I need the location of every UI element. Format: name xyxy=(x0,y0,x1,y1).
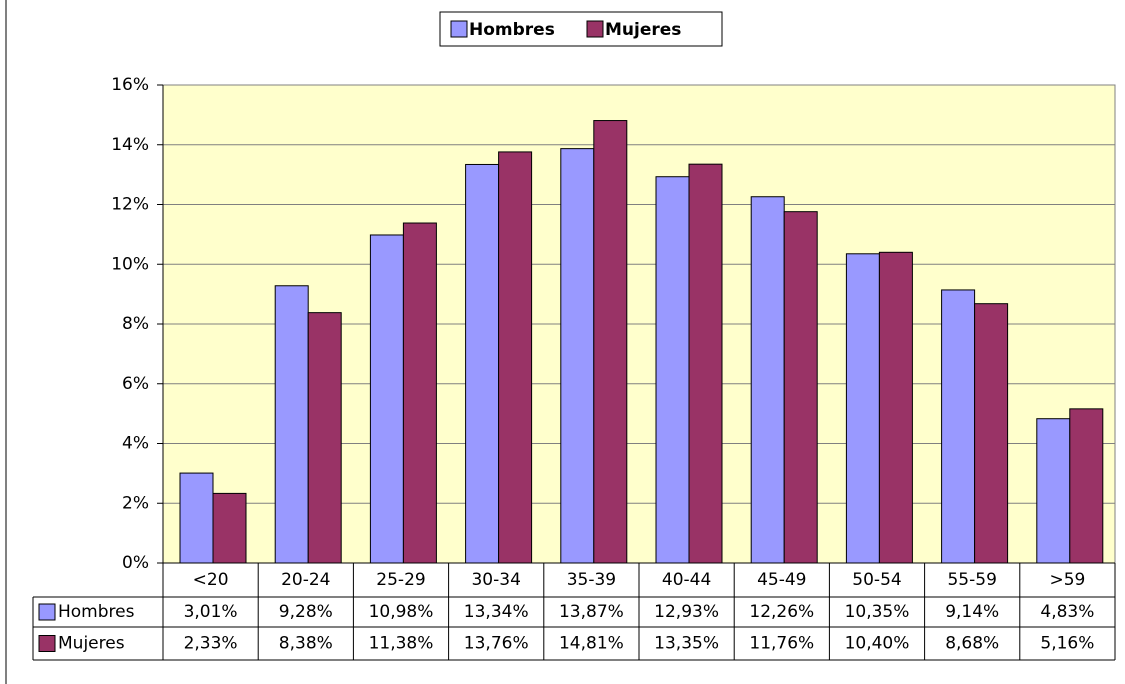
table-value: 8,38% xyxy=(279,634,333,654)
x-tick-label: 55-59 xyxy=(947,570,996,590)
table-value: 10,40% xyxy=(845,634,910,654)
table-value: 10,98% xyxy=(369,602,434,622)
x-tick-label: 50-54 xyxy=(852,570,901,590)
legend-label: Mujeres xyxy=(605,20,681,40)
table-legend-key xyxy=(38,635,56,652)
y-tick-label: 6% xyxy=(122,374,149,394)
y-tick-label: 14% xyxy=(111,135,149,155)
bar xyxy=(845,253,880,564)
legend-key xyxy=(586,20,604,38)
bar xyxy=(369,234,404,564)
table-value: 4,83% xyxy=(1040,602,1094,622)
bar xyxy=(307,312,342,564)
table-value: 12,93% xyxy=(654,602,719,622)
bar xyxy=(465,163,500,564)
x-tick-label: 35-39 xyxy=(567,570,616,590)
bar xyxy=(274,285,309,564)
table-value: 9,14% xyxy=(945,602,999,622)
table-row-label: Hombres xyxy=(58,602,135,622)
table-value: 11,38% xyxy=(369,634,434,654)
y-tick-label: 2% xyxy=(122,493,149,513)
table-value: 5,16% xyxy=(1040,634,1094,654)
table-value: 9,28% xyxy=(279,602,333,622)
bar xyxy=(1036,418,1071,564)
bar xyxy=(878,251,913,564)
bar xyxy=(1069,408,1104,564)
bar xyxy=(941,289,976,564)
table-value: 11,76% xyxy=(749,634,814,654)
table-value: 3,01% xyxy=(184,602,238,622)
bar xyxy=(560,148,595,564)
table-value: 13,76% xyxy=(464,634,529,654)
bar xyxy=(974,303,1009,564)
bar xyxy=(688,163,723,564)
bar xyxy=(212,492,247,564)
bar xyxy=(498,151,533,564)
legend-key xyxy=(450,20,468,38)
x-tick-label: 25-29 xyxy=(376,570,425,590)
x-tick-label: >59 xyxy=(1049,570,1085,590)
y-tick-label: 12% xyxy=(111,195,149,215)
y-tick-label: 16% xyxy=(111,75,149,95)
x-tick-label: 45-49 xyxy=(757,570,806,590)
bar xyxy=(179,472,214,564)
table-value: 13,34% xyxy=(464,602,529,622)
table-row-label: Mujeres xyxy=(58,634,125,654)
bar xyxy=(402,222,437,564)
y-tick-label: 4% xyxy=(122,434,149,454)
table-value: 13,87% xyxy=(559,602,624,622)
table-value: 10,35% xyxy=(845,602,910,622)
x-tick-label: <20 xyxy=(193,570,229,590)
bar xyxy=(783,211,818,564)
bar xyxy=(750,196,785,564)
table-value: 8,68% xyxy=(945,634,999,654)
x-tick-label: 30-34 xyxy=(471,570,520,590)
table-legend-key xyxy=(38,603,56,621)
x-tick-label: 20-24 xyxy=(281,570,330,590)
x-tick-label: 40-44 xyxy=(662,570,711,590)
bar xyxy=(655,176,690,564)
y-tick-label: 0% xyxy=(122,553,149,573)
table-value: 13,35% xyxy=(654,634,719,654)
y-tick-label: 10% xyxy=(111,254,149,274)
table-value: 12,26% xyxy=(749,602,814,622)
legend-box xyxy=(439,11,723,47)
legend-label: Hombres xyxy=(469,20,555,40)
bar xyxy=(593,120,628,564)
table-value: 2,33% xyxy=(184,634,238,654)
table-value: 14,81% xyxy=(559,634,624,654)
y-tick-label: 8% xyxy=(122,314,149,334)
